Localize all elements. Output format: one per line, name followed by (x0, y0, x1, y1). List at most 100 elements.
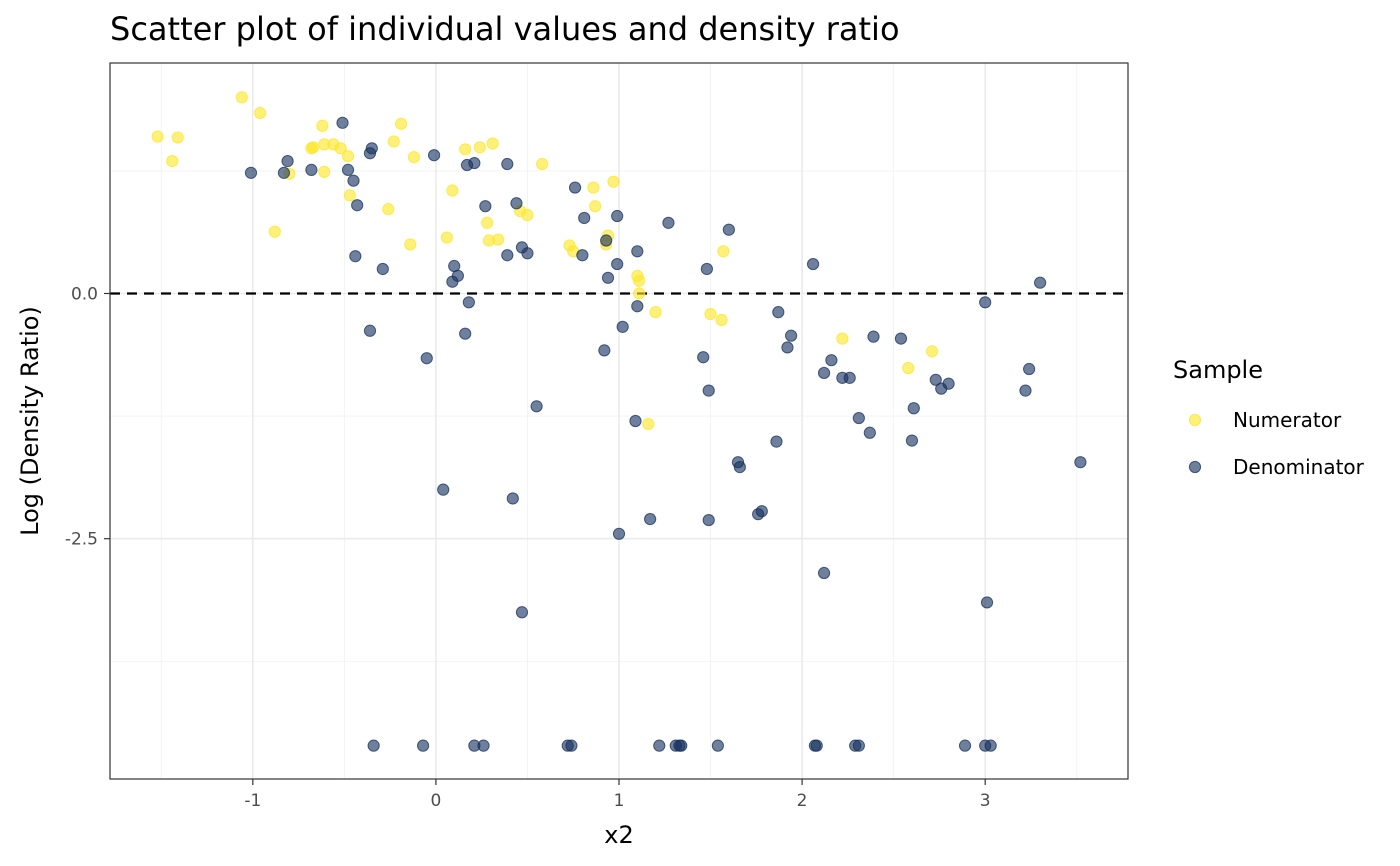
data-point (515, 606, 529, 619)
data-point (446, 184, 459, 197)
data-point (486, 137, 499, 150)
data-point (347, 174, 360, 187)
data-point (905, 434, 919, 447)
data-point (481, 216, 494, 229)
legend-key (1188, 460, 1202, 474)
data-point (307, 141, 320, 154)
data-point (235, 91, 248, 104)
data-point (578, 211, 591, 225)
data-point (629, 414, 642, 428)
data-point (587, 181, 600, 194)
data-point (715, 313, 728, 327)
data-point (416, 739, 430, 752)
data-point (1023, 362, 1036, 376)
legend-label: Numerator (1233, 408, 1342, 432)
chart-title: Scatter plot of individual values and de… (110, 10, 900, 48)
data-point (420, 352, 433, 365)
data-point (427, 149, 441, 162)
data-point (817, 366, 831, 380)
legend-items: Numerator Denominator (1188, 408, 1365, 479)
data-point (772, 306, 785, 319)
data-point (341, 163, 355, 177)
data-point (536, 157, 549, 171)
data-point (459, 143, 472, 156)
data-point (984, 739, 997, 752)
data-point (589, 200, 602, 213)
data-point (343, 189, 356, 202)
data-point (268, 225, 281, 238)
data-point (958, 739, 972, 752)
data-point (836, 332, 849, 345)
data-point (733, 460, 746, 474)
data-point (171, 131, 184, 144)
data-point (702, 513, 715, 527)
data-point (612, 527, 626, 540)
data-point (407, 151, 421, 164)
data-point (929, 373, 942, 386)
legend: Sample Numerator Denominator (1173, 356, 1365, 479)
data-point (568, 181, 582, 194)
series-numerator (151, 91, 939, 431)
data-point (501, 249, 514, 262)
data-point (151, 130, 164, 143)
data-point (894, 332, 908, 345)
data-point (521, 208, 534, 222)
data-point (479, 200, 492, 213)
data-point (633, 274, 646, 287)
data-point (810, 739, 823, 752)
data-point (852, 739, 865, 752)
data-point (662, 216, 675, 229)
data-point (611, 209, 624, 223)
x-tick-label: -1 (244, 791, 261, 811)
data-point (363, 324, 377, 337)
data-point (607, 175, 620, 188)
data-point (506, 492, 519, 505)
data-point (468, 156, 481, 170)
data-point (477, 739, 490, 752)
data-point (254, 106, 267, 120)
data-point (440, 231, 453, 244)
data-point (395, 117, 408, 130)
data-point (817, 566, 831, 580)
axes: -1 0 1 2 3 0.0 -2.5 (65, 284, 991, 811)
data-point (631, 300, 644, 313)
x-tick-label: 2 (797, 791, 808, 811)
data-point (942, 377, 955, 390)
data-point (367, 739, 380, 752)
data-point (611, 257, 624, 271)
data-point (601, 271, 615, 284)
data-point (376, 262, 389, 276)
data-point (781, 341, 794, 354)
x-tick-label: 1 (614, 791, 625, 811)
data-point (451, 269, 464, 282)
data-point (565, 739, 578, 752)
data-point (785, 329, 798, 342)
data-point (702, 384, 715, 397)
data-point (1019, 384, 1032, 397)
data-point (644, 512, 657, 526)
data-point (334, 142, 347, 155)
data-point (576, 249, 589, 262)
y-axis-title: Log (Density Ratio) (16, 306, 44, 536)
legend-key (1188, 413, 1202, 427)
data-point (316, 119, 329, 132)
data-point (642, 417, 655, 431)
data-point (806, 257, 820, 271)
data-point (459, 327, 472, 340)
data-point (492, 233, 505, 246)
data-point (825, 354, 838, 367)
data-point (711, 739, 724, 752)
legend-title: Sample (1173, 356, 1263, 384)
y-tick-label: 0.0 (71, 284, 98, 304)
data-point (351, 199, 364, 212)
data-point (704, 307, 717, 321)
data-points (151, 91, 1087, 752)
data-point (722, 223, 735, 236)
data-point (365, 142, 378, 155)
data-point (521, 247, 534, 260)
data-point (462, 296, 475, 309)
x-axis-title: x2 (604, 821, 633, 849)
data-point (979, 296, 992, 309)
data-point (382, 203, 395, 216)
